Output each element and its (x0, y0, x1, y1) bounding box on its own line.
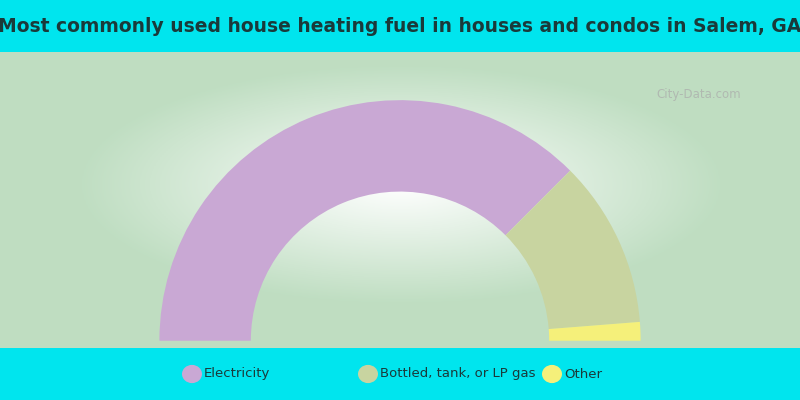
Text: Bottled, tank, or LP gas: Bottled, tank, or LP gas (380, 368, 535, 380)
Wedge shape (549, 322, 641, 341)
Text: Most commonly used house heating fuel in houses and condos in Salem, GA: Most commonly used house heating fuel in… (0, 16, 800, 36)
Ellipse shape (182, 365, 202, 383)
Ellipse shape (542, 365, 562, 383)
Wedge shape (159, 100, 570, 341)
Ellipse shape (358, 365, 378, 383)
Wedge shape (506, 171, 640, 329)
Text: Other: Other (564, 368, 602, 380)
Text: Electricity: Electricity (204, 368, 270, 380)
Text: City-Data.com: City-Data.com (656, 88, 741, 100)
